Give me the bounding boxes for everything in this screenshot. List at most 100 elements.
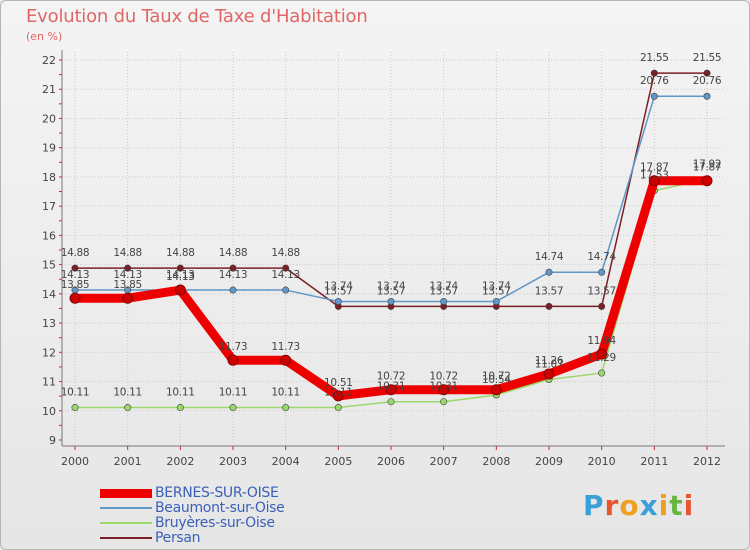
data-label: 10.51 <box>324 377 353 389</box>
data-label: 20.76 <box>693 75 722 87</box>
x-tick-label: 2008 <box>482 455 510 468</box>
y-tick-label: 22 <box>42 54 56 67</box>
legend-label: Persan <box>155 530 201 546</box>
axes: 9 10 11 12 13 14 15 16 17 18 19 20 21 22 2000 2001 2002 2… <box>42 50 725 468</box>
y-tick-label: 16 <box>42 229 56 242</box>
data-point <box>703 69 711 77</box>
data-label: 14.88 <box>113 247 142 259</box>
x-tick-label: 2004 <box>272 455 300 468</box>
logo-letter: r <box>604 489 620 522</box>
y-tick-label: 14 <box>42 288 56 301</box>
data-label: 14.13 <box>166 269 195 281</box>
data-point <box>492 297 500 305</box>
y-tick-label: 15 <box>42 259 56 272</box>
data-point <box>648 175 660 187</box>
logo-letter: P <box>583 489 605 522</box>
data-label: 11.73 <box>271 341 300 353</box>
data-label: 13.57 <box>587 285 616 297</box>
data-point <box>438 384 450 396</box>
data-point <box>440 297 448 305</box>
data-point <box>385 384 397 396</box>
data-label: 10.72 <box>482 371 511 383</box>
legend-swatch <box>100 488 152 498</box>
data-label: 14.88 <box>166 247 195 259</box>
data-label: 13.57 <box>535 285 564 297</box>
data-point <box>124 404 132 412</box>
data-label: 14.13 <box>271 269 300 281</box>
data-point <box>229 404 237 412</box>
data-point <box>282 404 290 412</box>
data-point <box>69 292 81 304</box>
data-point <box>490 384 502 396</box>
data-label: 21.55 <box>693 52 722 64</box>
data-point <box>176 404 184 412</box>
y-tick-label: 11 <box>42 376 56 389</box>
data-label: 17.87 <box>693 162 722 174</box>
data-label: 13.74 <box>377 280 406 292</box>
data-label: 14.13 <box>113 269 142 281</box>
proxiti-logo: Proxiti <box>583 489 694 522</box>
data-label: 14.13 <box>61 269 90 281</box>
data-point <box>440 398 448 406</box>
legend-label: Beaumont-sur-Oise <box>155 500 285 516</box>
data-label: 11.07 <box>535 358 564 370</box>
data-point <box>701 175 713 187</box>
data-point <box>334 404 342 412</box>
data-label: 13.74 <box>482 280 511 292</box>
data-point <box>227 354 239 366</box>
y-tick-label: 19 <box>42 142 56 155</box>
x-tick-label: 2010 <box>588 455 616 468</box>
data-label: 17.53 <box>640 170 669 182</box>
x-tick-label: 2009 <box>535 455 563 468</box>
data-label: 10.31 <box>377 381 406 393</box>
logo-letter: t <box>669 489 684 522</box>
y-tick-label: 10 <box>42 405 56 418</box>
x-tick-label: 2001 <box>114 455 142 468</box>
data-point <box>174 284 186 296</box>
data-label: 21.55 <box>640 52 669 64</box>
data-point <box>282 264 290 272</box>
data-label: 11.29 <box>587 352 616 364</box>
data-label: 14.74 <box>587 251 616 263</box>
x-tick-label: 2002 <box>166 455 194 468</box>
logo-letter: x <box>639 489 659 522</box>
data-label: 13.57 <box>482 285 511 297</box>
y-tick-label: 13 <box>42 317 56 330</box>
data-point <box>596 348 608 360</box>
data-label: 10.11 <box>324 387 353 399</box>
data-label: 17.92 <box>693 158 722 170</box>
data-label: 10.72 <box>429 371 458 383</box>
data-label: 11.26 <box>535 355 564 367</box>
data-label: 10.11 <box>271 387 300 399</box>
data-point <box>229 286 237 294</box>
data-point <box>650 69 658 77</box>
data-label: 10.11 <box>61 387 90 399</box>
data-point <box>545 302 553 310</box>
y-tick-label: 18 <box>42 171 56 184</box>
data-point <box>598 369 606 377</box>
y-tick-label: 17 <box>42 200 56 213</box>
series-layer <box>69 69 713 412</box>
data-point <box>282 286 290 294</box>
data-label: 13.74 <box>324 280 353 292</box>
data-point <box>543 368 555 380</box>
data-label: 17.87 <box>640 162 669 174</box>
data-label: 10.31 <box>429 381 458 393</box>
data-point <box>650 92 658 100</box>
data-label: 13.85 <box>61 279 90 291</box>
x-tick-label: 2000 <box>61 455 89 468</box>
chart-title: Evolution du Taux de Taxe d'Habitation <box>26 6 368 27</box>
data-point <box>598 268 606 276</box>
legend-label: Bruyères-sur-Oise <box>155 515 275 531</box>
data-label: 10.11 <box>113 387 142 399</box>
x-tick-label: 2005 <box>324 455 352 468</box>
data-label: 13.85 <box>113 279 142 291</box>
data-point <box>122 292 134 304</box>
data-point <box>334 297 342 305</box>
data-point <box>387 297 395 305</box>
y-tick-label: 9 <box>49 434 56 447</box>
data-label: 13.74 <box>429 280 458 292</box>
data-point <box>71 404 79 412</box>
